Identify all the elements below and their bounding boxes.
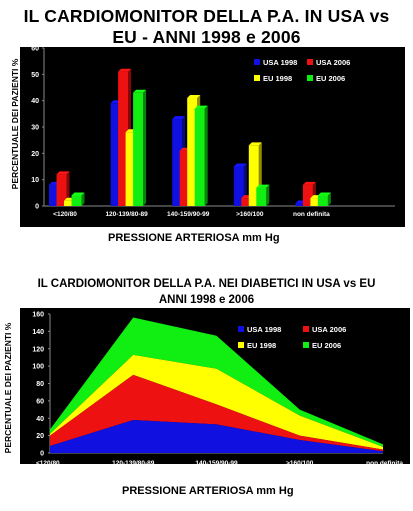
top-chart-bar — [302, 184, 313, 206]
bottom-chart-y-tick-label: 140 — [32, 329, 44, 336]
top-chart-y-tick-label: 40 — [31, 98, 39, 105]
bottom-chart-x-tick-label: <120/80 — [36, 460, 60, 467]
bottom-chart-legend-label: USA 2006 — [312, 325, 346, 334]
top-chart-y-tick-label: 30 — [31, 125, 39, 132]
top-chart-bar — [56, 174, 67, 206]
bottom-chart-title-line2: ANNI 1998 e 2006 — [158, 294, 255, 306]
top-chart-bar-side — [327, 192, 331, 206]
bottom-chart-y-tick-label: 160 — [32, 312, 44, 319]
top-chart-bar-top — [302, 181, 316, 185]
bottom-chart-area-series — [50, 317, 383, 447]
bottom-chart-area-series — [50, 419, 383, 453]
top-chart-bar — [179, 150, 190, 206]
top-chart-bar-side — [66, 171, 70, 206]
top-chart-title: IL CARDIOMONITOR DELLA P.A. IN USA vs EU… — [0, 6, 413, 48]
bottom-chart-y-tick-label: 80 — [36, 381, 44, 388]
top-chart-x-tick-label: <120/80 — [53, 211, 77, 218]
top-chart-legend-swatch — [307, 75, 313, 81]
top-chart-bar — [295, 203, 306, 206]
top-chart-y-tick-label: 60 — [31, 46, 39, 53]
top-chart-bar-top — [317, 192, 331, 196]
bottom-chart-x-axis-label: PRESSIONE ARTERIOSA mm Hg — [122, 485, 294, 497]
top-chart-bar-side — [266, 184, 270, 206]
top-chart-legend-label: EU 1998 — [263, 74, 292, 83]
top-chart-bar-top — [256, 184, 270, 188]
bottom-chart-x-tick-label: non definita — [366, 460, 403, 467]
bottom-chart-legend-swatch — [238, 342, 244, 348]
top-chart-bar-top — [172, 116, 186, 120]
bottom-chart-y-tick-label: 20 — [36, 433, 44, 440]
top-chart-legend-swatch — [254, 75, 260, 81]
top-chart-bar — [71, 195, 82, 206]
top-chart-y-tick-label: 0 — [35, 204, 39, 211]
top-chart-legend-label: EU 2006 — [316, 74, 345, 83]
top-chart-legend-swatch — [307, 59, 313, 65]
top-chart-legend-label: USA 1998 — [263, 58, 297, 67]
top-chart-bar — [64, 200, 74, 206]
bottom-chart-x-tick-label: 120-139/80-89 — [112, 460, 155, 467]
top-chart-bar — [233, 166, 244, 206]
top-chart-bar — [49, 184, 59, 206]
top-chart-bar — [241, 198, 252, 206]
bottom-chart-x-tick-label: >160/100 — [286, 460, 314, 467]
bottom-chart-y-tick-label: 0 — [40, 451, 44, 458]
top-chart-bar-top — [71, 192, 85, 196]
top-chart-y-tick-label: 10 — [31, 177, 39, 184]
top-chart-y-tick-label: 20 — [31, 151, 39, 158]
top-chart-bar-side — [204, 105, 208, 206]
top-chart-x-tick-label: non definita — [293, 211, 330, 218]
bottom-chart-title-line1: IL CARDIOMONITOR DELLA P.A. NEI DIABETIC… — [37, 278, 376, 290]
top-chart-y-tick-label: 50 — [31, 72, 39, 79]
top-chart-bar-top — [118, 68, 132, 72]
bottom-chart-y-tick-label: 40 — [36, 416, 44, 423]
top-chart-legend-label: USA 2006 — [316, 58, 350, 67]
top-chart-x-axis-label: PRESSIONE ARTERIOSA mm Hg — [108, 232, 280, 244]
bottom-chart-y-tick-label: 60 — [36, 398, 44, 405]
top-chart-bar — [110, 103, 121, 206]
bottom-chart-y-tick-label: 120 — [32, 346, 44, 353]
top-chart-bar — [125, 132, 136, 206]
bottom-chart-y-tick-label: 100 — [32, 364, 44, 371]
bottom-chart-legend-swatch — [303, 326, 309, 332]
top-chart-bar — [187, 98, 198, 206]
top-chart-title-line2: EU - ANNI 1998 e 2006 — [112, 27, 301, 47]
top-chart-bar — [310, 198, 321, 206]
top-chart-legend-swatch — [254, 59, 260, 65]
top-chart-bar-top — [133, 89, 147, 93]
bottom-chart-area-series — [50, 354, 383, 450]
top-chart-bar — [248, 145, 259, 206]
bottom-chart-legend-label: EU 2006 — [312, 341, 341, 350]
top-chart-x-tick-label: 120-139/80-89 — [105, 211, 148, 218]
top-chart-bar-side — [143, 89, 147, 206]
top-chart-bar-top — [248, 142, 262, 146]
top-chart-title-line1: IL CARDIOMONITOR DELLA P.A. IN USA vs — [23, 6, 390, 26]
top-chart-bar-top — [233, 163, 247, 167]
bottom-chart-legend-swatch — [238, 326, 244, 332]
bottom-chart-legend-swatch — [303, 342, 309, 348]
top-chart-x-tick-label: >160/100 — [236, 211, 264, 218]
bottom-chart-area-series — [50, 374, 383, 452]
top-chart-bar-side — [81, 192, 85, 206]
top-chart-bar — [118, 71, 129, 206]
top-chart-bar — [133, 92, 144, 206]
top-chart-bar-top — [187, 95, 201, 99]
bottom-chart-x-tick-label: 140-159/90-99 — [195, 460, 238, 467]
top-chart-x-tick-label: 140-159/90-99 — [167, 211, 210, 218]
bottom-chart-title: IL CARDIOMONITOR DELLA P.A. NEI DIABETIC… — [0, 276, 413, 308]
top-chart-bar — [194, 108, 205, 206]
top-chart-bar-top — [194, 105, 208, 109]
top-chart-bar — [256, 187, 267, 206]
top-chart-bar — [172, 119, 183, 206]
bottom-chart-legend-label: EU 1998 — [247, 341, 276, 350]
top-chart-bar — [317, 195, 328, 206]
bottom-chart-legend-label: USA 1998 — [247, 325, 281, 334]
top-chart-bar-top — [56, 171, 70, 175]
